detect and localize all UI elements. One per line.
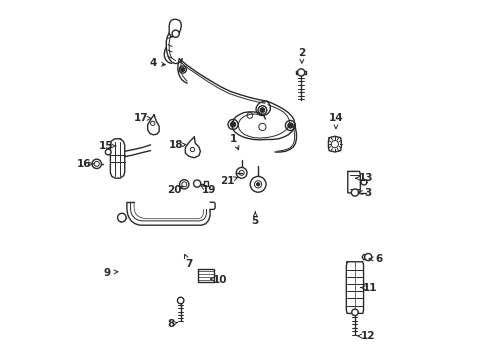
Text: 13: 13: [358, 173, 372, 183]
Circle shape: [193, 180, 201, 187]
Text: 16: 16: [77, 159, 91, 169]
Text: 17: 17: [134, 113, 148, 123]
Circle shape: [230, 122, 235, 127]
Text: 3: 3: [364, 188, 371, 198]
Circle shape: [287, 123, 292, 128]
Text: 14: 14: [328, 113, 343, 123]
Text: 2: 2: [298, 48, 305, 58]
Circle shape: [297, 69, 304, 76]
Circle shape: [360, 179, 366, 185]
Bar: [203, 181, 207, 186]
Text: 1: 1: [230, 134, 237, 144]
Circle shape: [351, 309, 357, 316]
Text: 21: 21: [220, 176, 234, 186]
Circle shape: [351, 189, 358, 196]
Circle shape: [177, 297, 183, 304]
Circle shape: [181, 68, 184, 71]
Circle shape: [172, 30, 179, 37]
Text: 10: 10: [212, 275, 227, 285]
Circle shape: [179, 180, 188, 189]
Text: 15: 15: [99, 141, 113, 151]
Text: 19: 19: [201, 185, 215, 195]
Text: 4: 4: [149, 58, 157, 68]
Text: 6: 6: [375, 254, 382, 264]
Text: 5: 5: [251, 216, 258, 226]
Circle shape: [92, 159, 101, 168]
Circle shape: [364, 253, 371, 261]
Text: 12: 12: [360, 331, 375, 341]
Text: 18: 18: [168, 140, 183, 150]
Circle shape: [256, 183, 259, 186]
Text: 20: 20: [167, 185, 182, 195]
Text: 8: 8: [167, 319, 174, 329]
Text: 7: 7: [185, 259, 192, 269]
Circle shape: [330, 140, 338, 148]
Circle shape: [105, 149, 111, 155]
Circle shape: [260, 108, 264, 112]
Text: 11: 11: [362, 283, 377, 293]
Text: 9: 9: [104, 267, 111, 278]
Circle shape: [117, 213, 126, 222]
